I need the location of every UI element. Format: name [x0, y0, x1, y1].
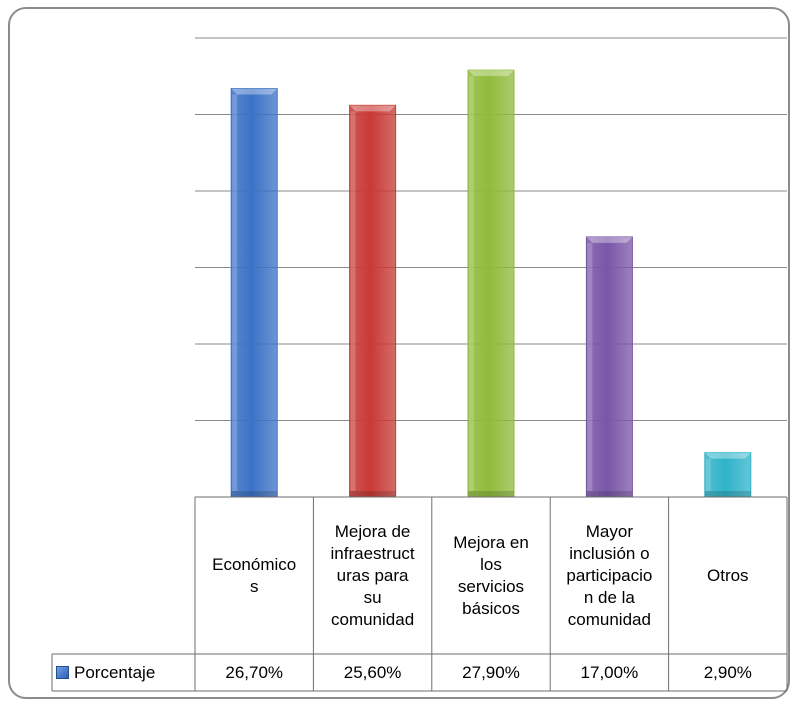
bar-base-shade: [468, 491, 514, 497]
category-label: Mejora de infraestruct uras para su comunida…: [330, 521, 415, 629]
legend-key-icon: [56, 666, 69, 679]
bar: [467, 69, 515, 498]
bar-base-shade: [349, 491, 396, 497]
bar-body: [349, 104, 397, 498]
bar-highlight: [587, 242, 593, 491]
category-label: Otros: [707, 565, 749, 585]
bar: [585, 236, 633, 498]
category-label: Económico s: [212, 554, 297, 596]
bar-bevel: [704, 452, 751, 459]
bar-bevel: [468, 70, 514, 77]
bar-highlight: [705, 458, 711, 491]
bar-highlight: [350, 111, 356, 491]
value-label: 17,00%: [580, 662, 639, 682]
bar-bevel: [349, 105, 396, 112]
value-label: 2,90%: [703, 662, 752, 682]
bar-base-shade: [586, 491, 633, 497]
bar-highlight: [469, 76, 474, 491]
bar-base-shade: [704, 491, 751, 497]
chart-frame: [8, 7, 790, 699]
bar-bevel: [586, 236, 633, 243]
value-label: 25,60%: [343, 662, 402, 682]
bar-body: [704, 452, 752, 498]
bar-body: [585, 236, 633, 498]
value-label: 26,70%: [225, 662, 284, 682]
category-label: Mayor inclusión o participacio n de la comun…: [566, 521, 653, 629]
category-label: Mejora en los servicios básicos: [453, 532, 529, 618]
bar-base-shade: [231, 491, 278, 497]
legend-entry: Porcentaje: [52, 654, 195, 691]
bar: [230, 87, 278, 498]
bar-highlight: [232, 94, 238, 492]
bar: [349, 104, 397, 498]
value-label: 27,90%: [462, 662, 520, 682]
bar-body: [467, 69, 515, 498]
bar-bevel: [231, 88, 278, 95]
bar: [704, 452, 752, 498]
bar-body: [230, 87, 278, 498]
legend-label: Porcentaje: [74, 662, 156, 682]
